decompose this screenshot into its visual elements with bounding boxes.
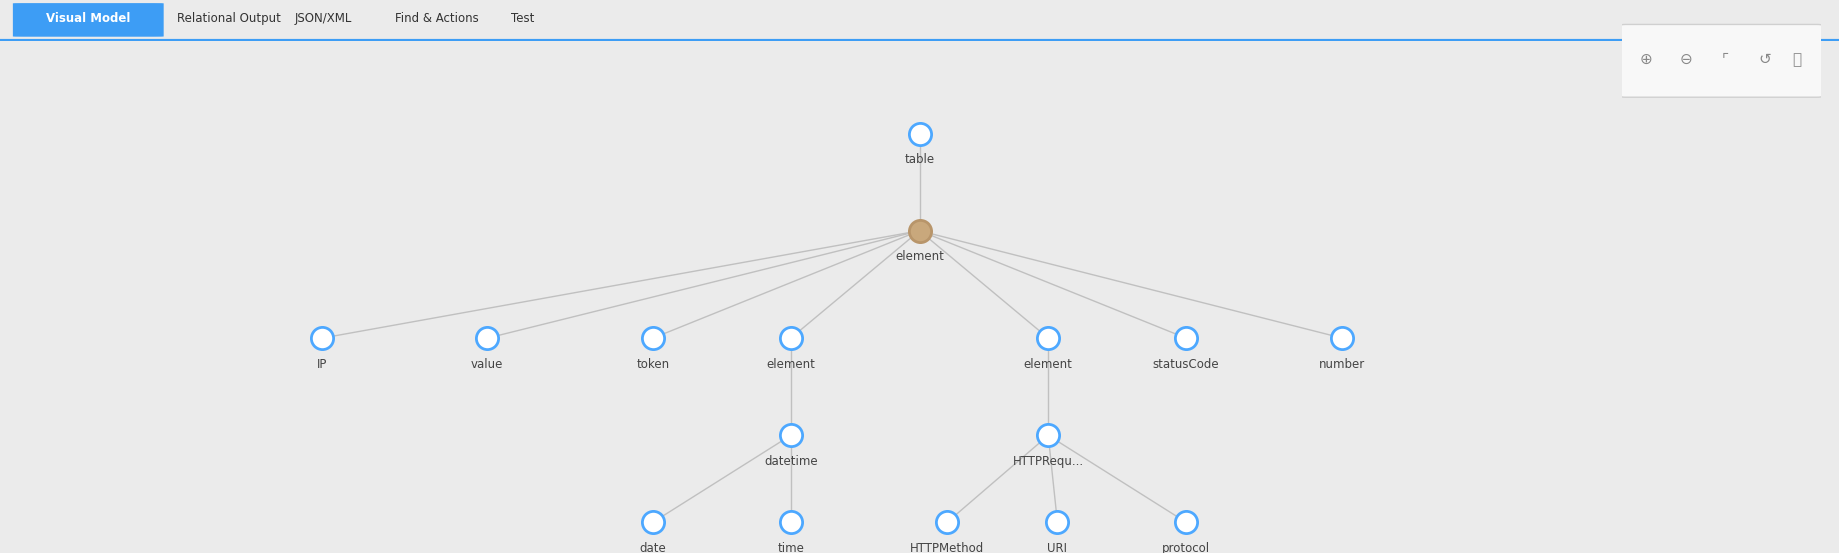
Text: statusCode: statusCode	[1153, 358, 1219, 371]
Text: HTTPMethod: HTTPMethod	[910, 542, 984, 553]
Point	[473, 333, 502, 342]
Text: ↺: ↺	[1758, 52, 1771, 67]
Point	[1328, 333, 1357, 342]
FancyBboxPatch shape	[13, 3, 164, 36]
Text: Test: Test	[511, 12, 535, 25]
Text: token: token	[636, 358, 669, 371]
Text: URI: URI	[1048, 542, 1067, 553]
Point	[307, 333, 337, 342]
Point	[905, 226, 934, 235]
Text: number: number	[1319, 358, 1366, 371]
Text: Visual Model: Visual Model	[46, 12, 131, 25]
Text: HTTPRequ...: HTTPRequ...	[1013, 455, 1083, 468]
Text: element: element	[896, 250, 943, 263]
Point	[1171, 333, 1201, 342]
Point	[776, 518, 805, 526]
Point	[1043, 518, 1072, 526]
Point	[776, 431, 805, 440]
Text: Find & Actions: Find & Actions	[395, 12, 480, 25]
Text: protocol: protocol	[1162, 542, 1210, 553]
FancyBboxPatch shape	[1616, 24, 1826, 97]
Text: element: element	[1024, 358, 1072, 371]
Text: value: value	[471, 358, 504, 371]
Point	[905, 129, 934, 138]
Text: JSON/XML: JSON/XML	[294, 12, 351, 25]
Text: ⌕: ⌕	[1793, 52, 1802, 67]
Text: table: table	[905, 153, 934, 166]
Point	[638, 333, 668, 342]
Point	[1034, 431, 1063, 440]
Point	[1171, 518, 1201, 526]
Text: ⊕: ⊕	[1639, 52, 1651, 67]
Point	[932, 518, 962, 526]
Text: ⊖: ⊖	[1679, 52, 1692, 67]
Text: datetime: datetime	[763, 455, 818, 468]
Point	[776, 333, 805, 342]
Point	[638, 518, 668, 526]
Text: element: element	[767, 358, 815, 371]
Text: Relational Output: Relational Output	[177, 12, 280, 25]
Text: date: date	[640, 542, 666, 553]
Point	[1034, 333, 1063, 342]
Text: IP: IP	[316, 358, 327, 371]
Text: ⌜: ⌜	[1721, 52, 1729, 67]
Text: time: time	[778, 542, 804, 553]
